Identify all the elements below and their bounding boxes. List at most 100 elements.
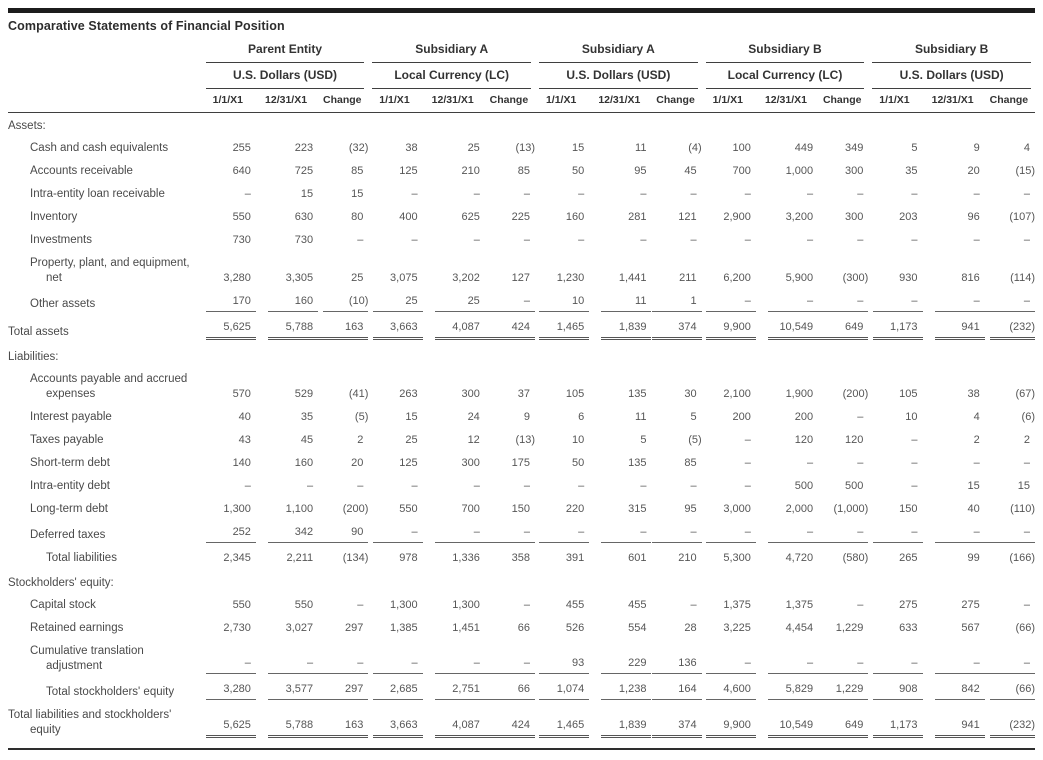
value-cell: – [485, 521, 536, 547]
value-cell: 37 [485, 368, 535, 406]
value-cell: 2,100 [702, 368, 756, 406]
value-cell: 424 [485, 316, 536, 344]
cell-value: – [690, 234, 697, 246]
value-cell: 297 [318, 617, 368, 640]
value-cell: 35 [868, 160, 922, 183]
row-label-text: Cash and cash equivalents [30, 142, 169, 154]
value-cell: (200) [818, 368, 869, 406]
cell-value: 978 [399, 552, 418, 564]
cell-value: – [434, 525, 485, 543]
cell-value: 6 [578, 411, 585, 423]
period-header: 12/31/X1 [922, 89, 985, 113]
cell-value: – [651, 525, 702, 543]
cell-value: 2,345 [223, 552, 251, 564]
cell-value: 96 [967, 211, 980, 223]
period-header: 12/31/X1 [589, 89, 652, 113]
cell-value: – [307, 480, 314, 492]
cell-value: 5,625 [205, 718, 256, 738]
value-cell: 20 [318, 452, 368, 475]
cell-value: 10 [539, 294, 590, 312]
value-cell: 649 [818, 704, 869, 742]
value-cell: – [985, 594, 1035, 617]
value-cell: 1,336 [423, 547, 485, 570]
value-cell: 500 [818, 475, 868, 498]
cell-value: 500 [844, 480, 864, 492]
cell-value: 1,100 [285, 503, 314, 515]
period-header: Change [484, 89, 536, 113]
cell-value: 1,173 [872, 320, 923, 340]
value-cell: 163 [318, 316, 369, 344]
cell-value: 275 [899, 599, 918, 611]
table-row: Total stockholders' equity 3,280 3,577 297 2… [8, 678, 1035, 704]
value-cell: 40 [923, 498, 985, 521]
cell-value: 200 [794, 411, 814, 423]
currency-header-label: Local Currency (LC) [705, 63, 865, 89]
value-cell: 842 [923, 678, 985, 704]
value-cell: 25 [368, 290, 423, 316]
cell-value: 3,280 [205, 682, 256, 700]
row-label: Total liabilities [8, 547, 202, 570]
cell-value: – [473, 480, 480, 492]
cell-value: 649 [818, 320, 869, 340]
value-cell: – [485, 290, 536, 316]
row-label: Interest payable [8, 406, 202, 429]
cell-value: 4,600 [705, 682, 756, 700]
cell-value: 5,300 [723, 552, 751, 564]
cell-value: 2 [1023, 434, 1030, 446]
cell-value: 45 [684, 165, 697, 177]
value-cell: 85 [318, 160, 368, 183]
cell-value: 449 [794, 142, 814, 154]
cell-value: 85 [517, 165, 531, 177]
cell-value: 1 [651, 294, 702, 312]
row-label: Total stockholders' equity [8, 678, 202, 704]
cell-value: 24 [467, 411, 480, 423]
value-cell: 550 [368, 498, 422, 521]
value-cell: 908 [868, 678, 923, 704]
value-cell: 12 [423, 429, 485, 452]
value-cell: (232) [985, 704, 1035, 742]
value-cell: – [485, 183, 535, 206]
period-header: 12/31/X1 [755, 89, 819, 113]
cell-value: 6,200 [723, 272, 751, 284]
value-cell: – [651, 475, 701, 498]
value-cell: – [202, 640, 256, 678]
value-cell: 1,900 [756, 368, 818, 406]
cell-value: 554 [628, 622, 647, 634]
cell-value: 374 [651, 718, 702, 738]
cell-value: – [705, 525, 756, 543]
cell-value: – [934, 294, 985, 312]
value-cell: 85 [651, 452, 701, 475]
value-cell: (10) [318, 290, 369, 316]
cell-value: – [372, 656, 423, 674]
row-label: Accounts receivable [8, 160, 202, 183]
cell-value: 424 [485, 718, 536, 738]
value-cell: – [318, 594, 368, 617]
value-cell: (15) [985, 160, 1035, 183]
cell-value: 300 [461, 457, 480, 469]
cell-value: – [640, 480, 647, 492]
value-cell: 4,454 [756, 617, 818, 640]
value-cell: 10 [535, 290, 590, 316]
value-cell: – [756, 452, 818, 475]
cell-value: – [744, 234, 751, 246]
value-cell: 225 [485, 206, 535, 229]
cell-value: 1,375 [723, 599, 751, 611]
cell-value: 342 [268, 525, 319, 543]
section-row: Liabilities: [8, 344, 1035, 368]
period-header: Change [818, 89, 869, 113]
row-label-text: Short-term debt [30, 457, 110, 469]
cell-value: 816 [961, 272, 980, 284]
cell-value: 526 [565, 622, 585, 634]
header-stub [8, 36, 202, 63]
cell-value: – [934, 656, 985, 674]
cell-value: 1,230 [556, 272, 585, 284]
currency-header-row: U.S. Dollars (USD) Local Currency (LC) U.S… [8, 63, 1035, 89]
cell-value: – [911, 434, 918, 446]
value-cell: 85 [485, 160, 535, 183]
cell-value: 2,730 [223, 622, 251, 634]
cell-value: 140 [232, 457, 251, 469]
cell-value: 1,173 [872, 718, 923, 738]
value-cell: – [368, 183, 422, 206]
value-cell: – [589, 475, 651, 498]
table-row: Investments 730 730 – – – – – – – – – – – – – [8, 229, 1035, 252]
